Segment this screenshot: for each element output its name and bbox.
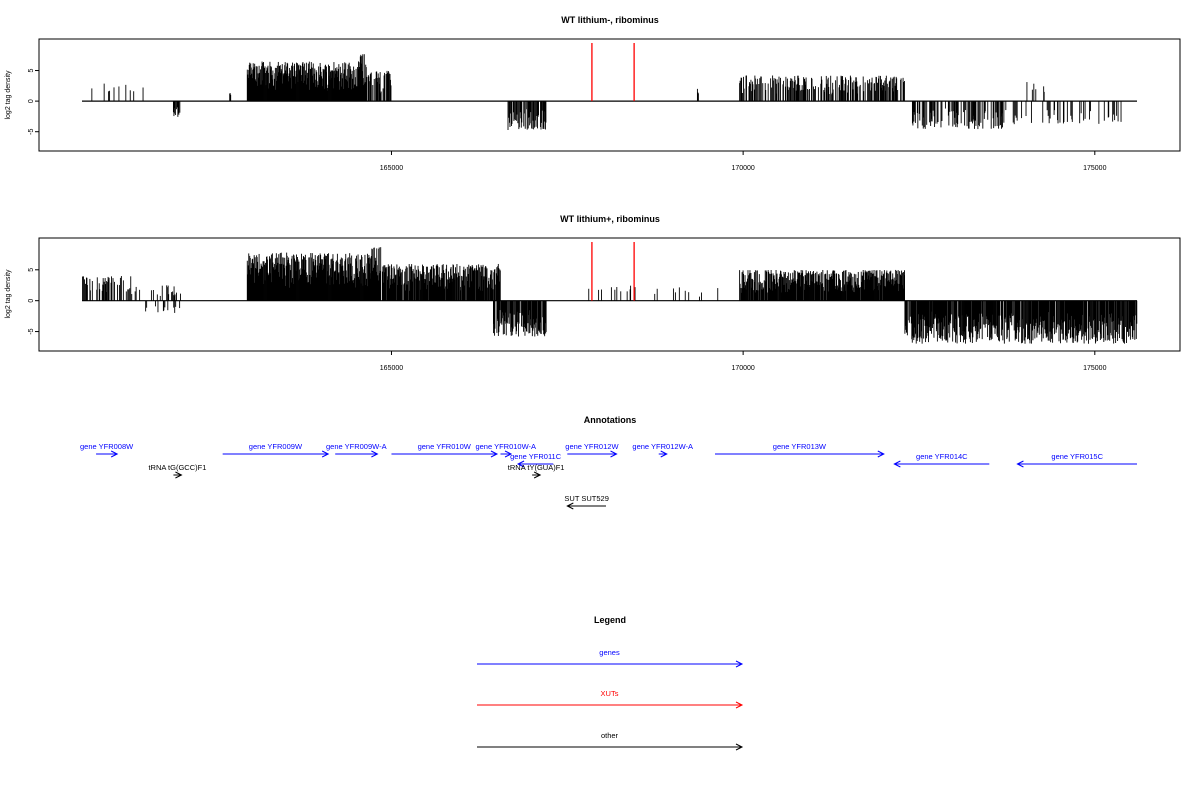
annotation-feature: gene YFR009W	[222, 442, 330, 458]
feature-arrow-head	[610, 450, 618, 458]
feature-arrow-head	[877, 450, 885, 458]
chart-title: WT lithium-, ribominus	[561, 15, 659, 25]
annotations-title: Annotations	[584, 415, 637, 425]
annotation-feature: gene YFR012W-A	[632, 442, 693, 458]
legend-panel: Legend genes XUTs other	[477, 615, 744, 751]
y-axis-label: log2 tag density	[5, 269, 12, 319]
feature-label: gene YFR010W	[418, 442, 472, 451]
annotation-feature: gene YFR010W-A	[475, 442, 536, 458]
annotation-feature: gene YFR011C	[510, 452, 562, 468]
feature-arrow-head	[110, 450, 119, 458]
y-tick-label: 0	[28, 299, 35, 303]
legend-label: genes	[599, 648, 620, 657]
feature-label: gene YFR009W-A	[326, 442, 387, 451]
legend-arrow-head	[735, 743, 744, 751]
annotations-panel: Annotations gene YFR008W gene YFR009W gene…	[80, 415, 1137, 510]
annotation-feature: tRNA tY(GUA)F1	[508, 463, 565, 479]
legend-entry: genes	[477, 648, 744, 668]
annotation-feature: gene YFR014C	[893, 452, 990, 468]
feature-arrow-head	[1016, 460, 1024, 468]
feature-arrow-head	[566, 502, 574, 510]
xut-markers	[591, 242, 635, 301]
x-tick-label: 165000	[380, 365, 403, 372]
feature-arrow-head	[371, 450, 379, 458]
y-axis: 5 0 -5	[28, 68, 39, 135]
annotation-feature: SUT SUT529	[564, 494, 609, 510]
legend-entry: XUTs	[477, 689, 744, 709]
feature-label: gene YFR014C	[916, 452, 968, 461]
annotation-feature: gene YFR012W	[565, 442, 619, 458]
feature-arrow-head	[893, 460, 901, 468]
legend-entry: other	[477, 731, 744, 751]
feature-arrow-head	[321, 450, 330, 458]
legend-title: Legend	[594, 615, 626, 625]
track-panel-lithium-plus: WT lithium+, ribominus log2 tag density …	[5, 214, 1181, 372]
feature-label: gene YFR015C	[1051, 452, 1103, 461]
bars	[82, 247, 1138, 344]
plot-frame	[38, 237, 1181, 352]
feature-label: tRNA tY(GUA)F1	[508, 463, 565, 472]
feature-label: tRNA tG(GCC)F1	[148, 463, 206, 472]
y-tick-label: 5	[28, 68, 35, 72]
annotation-feature: gene YFR013W	[715, 442, 885, 458]
feature-label: gene YFR008W	[80, 442, 134, 451]
x-axis: 165000 170000 175000	[380, 351, 1107, 372]
feature-label: gene YFR010W-A	[475, 442, 536, 451]
annotation-feature: gene YFR010W	[391, 442, 499, 458]
feature-arrow-head	[175, 471, 183, 479]
feature-label: gene YFR012W-A	[632, 442, 693, 451]
x-tick-label: 175000	[1083, 165, 1106, 172]
feature-label: gene YFR009W	[249, 442, 303, 451]
track-panel-lithium-minus: WT lithium-, ribominus log2 tag density …	[5, 15, 1181, 172]
feature-label: gene YFR013W	[773, 442, 827, 451]
chart-title: WT lithium+, ribominus	[560, 214, 660, 224]
y-tick-label: 0	[28, 99, 35, 103]
feature-arrow-head	[660, 450, 668, 458]
bars	[82, 54, 1137, 131]
y-axis-label: log2 tag density	[5, 70, 12, 120]
legend-label: XUTs	[601, 689, 619, 698]
feature-label: SUT SUT529	[564, 494, 608, 503]
annotation-feature: tRNA tG(GCC)F1	[148, 463, 206, 479]
feature-arrow-head	[516, 460, 525, 468]
feature-arrow-head	[533, 471, 542, 479]
legend-label: other	[601, 731, 619, 740]
annotation-feature: gene YFR015C	[1016, 452, 1137, 468]
annotation-feature: gene YFR008W	[80, 442, 134, 458]
feature-arrow-head	[490, 450, 499, 458]
annotation-features: gene YFR008W gene YFR009W gene YFR009W-A ge…	[80, 442, 1137, 510]
feature-label: gene YFR011C	[510, 452, 562, 461]
x-axis: 165000 170000 175000	[380, 151, 1107, 172]
x-tick-label: 165000	[380, 165, 403, 172]
legend-entries: genes XUTs other	[477, 648, 744, 751]
feature-label: gene YFR012W	[565, 442, 619, 451]
y-tick-label: 5	[28, 268, 35, 272]
legend-arrow-head	[735, 660, 744, 668]
x-tick-label: 170000	[731, 365, 754, 372]
x-tick-label: 170000	[731, 165, 754, 172]
feature-arrow-head	[504, 450, 513, 458]
y-tick-label: -5	[28, 328, 35, 334]
legend-arrow-head	[735, 701, 744, 709]
plot-frame	[38, 38, 1181, 152]
y-tick-label: -5	[28, 128, 35, 134]
xut-markers	[591, 43, 635, 102]
annotation-feature: gene YFR009W-A	[326, 442, 387, 458]
y-axis: 5 0 -5	[28, 268, 39, 335]
x-tick-label: 175000	[1083, 365, 1106, 372]
